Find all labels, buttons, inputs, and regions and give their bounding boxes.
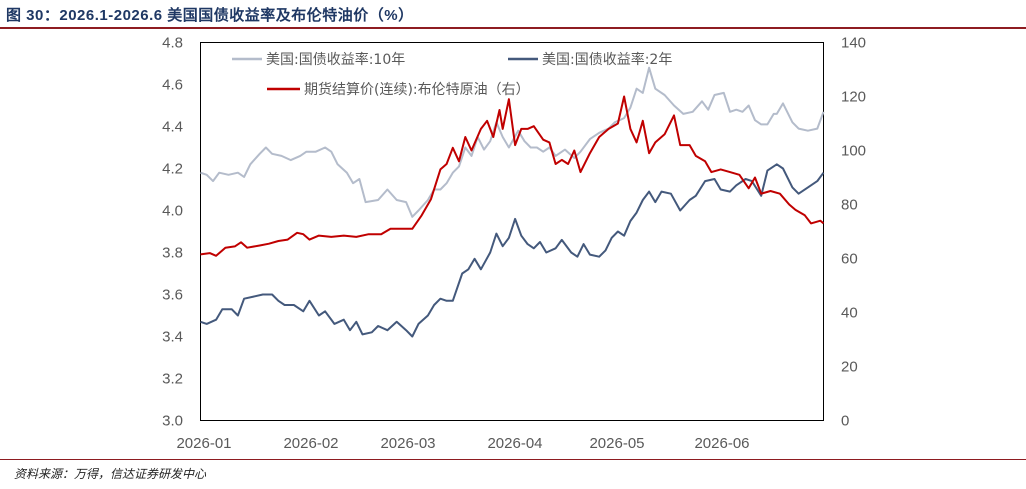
y-right-tick-label: 20 — [841, 359, 858, 376]
footer-divider — [0, 459, 1026, 460]
figure-title: 图 30：2026.1-2026.6 美国国债收益率及布伦特油价（%） — [6, 7, 414, 24]
y-right-tick-label: 0 — [841, 413, 849, 430]
legend: 美国:国债收益率:10年 美国:国债收益率:2年 期货结算价(连续):布伦特原油… — [232, 51, 672, 98]
series-lines — [200, 66, 825, 338]
x-tick-label: 2026-05 — [589, 435, 644, 452]
y-right-tick-label: 80 — [841, 197, 858, 214]
source-note: 资料来源：万得，信达证券研发中心 — [14, 467, 207, 481]
y-left-tick-label: 4.0 — [162, 203, 183, 220]
x-tick-label: 2026-01 — [176, 435, 231, 452]
y-right-tick-label: 40 — [841, 305, 858, 322]
y-right-tick-label: 120 — [841, 89, 866, 106]
chart-area: 3.0 3.2 3.4 3.6 3.8 4.0 4.2 4.4 4.6 4.8 0 20 40 60 80 1… — [162, 35, 866, 453]
y-left-tick-label: 4.6 — [162, 77, 183, 94]
series-line-brent — [200, 95, 825, 257]
y-left-tick-label: 3.4 — [162, 329, 183, 346]
x-tick-label: 2026-04 — [487, 435, 542, 452]
y-right-tick-label: 60 — [841, 251, 858, 268]
x-tick-label: 2026-06 — [694, 435, 749, 452]
y-left-tick-label: 3.2 — [162, 371, 183, 388]
y-left-tick-label: 3.0 — [162, 413, 183, 430]
legend-label-us2y: 美国:国债收益率:2年 — [542, 51, 672, 68]
y-right-tick-label: 100 — [841, 143, 866, 160]
y-right-tick-label: 140 — [841, 35, 866, 52]
y-left-tick-label: 4.8 — [162, 35, 183, 52]
y-left-tick-label: 3.8 — [162, 245, 183, 262]
series-line-us2y — [200, 163, 825, 338]
axis-ticks: 3.0 3.2 3.4 3.6 3.8 4.0 4.2 4.4 4.6 4.8 0 20 40 60 80 1… — [162, 35, 866, 453]
x-tick-label: 2026-02 — [283, 435, 338, 452]
legend-label-brent: 期货结算价(连续):布伦特原油（右） — [304, 81, 530, 98]
x-tick-label: 2026-03 — [380, 435, 435, 452]
legend-label-us10y: 美国:国债收益率:10年 — [266, 51, 405, 68]
y-left-tick-label: 3.6 — [162, 287, 183, 304]
title-divider — [0, 27, 1026, 29]
y-left-tick-label: 4.4 — [162, 119, 183, 136]
y-left-tick-label: 4.2 — [162, 161, 183, 178]
